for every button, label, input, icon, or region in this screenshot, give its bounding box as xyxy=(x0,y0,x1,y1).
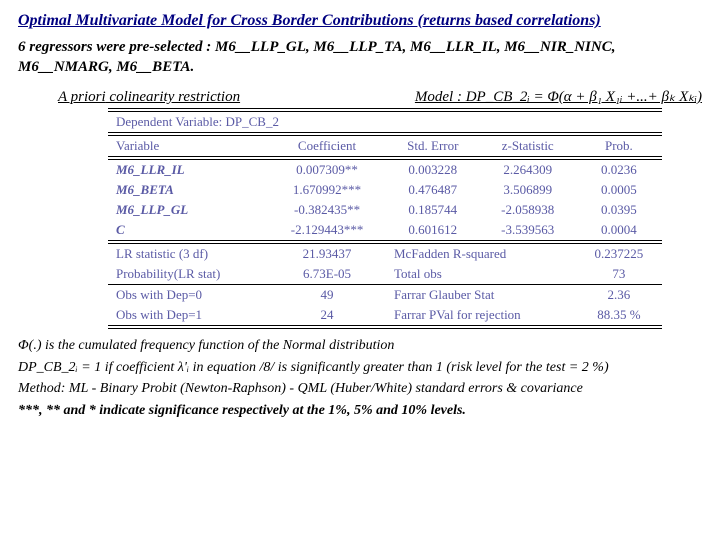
table-row: M6_BETA 1.670992*** 0.476487 3.506899 0.… xyxy=(108,180,662,200)
table-row: C -2.129443*** 0.601612 -3.539563 0.0004 xyxy=(108,220,662,241)
apriori-underlined: A priori colinearity restriction xyxy=(58,89,240,105)
dependent-variable: Dependent Variable: DP_CB_2 xyxy=(108,112,662,133)
subheader-row: A priori colinearity restriction Model :… xyxy=(18,87,702,106)
regression-table-wrap: Dependent Variable: DP_CB_2 Variable Coe… xyxy=(18,108,702,329)
stat-row: Obs with Dep=124 Farrar PVal for rejecti… xyxy=(108,305,662,326)
table-header: Variable Coefficient Std. Error z-Statis… xyxy=(108,136,662,157)
regression-table: Dependent Variable: DP_CB_2 Variable Coe… xyxy=(108,108,662,329)
regressors-line: 6 regressors were pre-selected : M6__LLP… xyxy=(18,38,702,77)
note-method: Method: ML - Binary Probit (Newton-Raphs… xyxy=(18,380,702,398)
slide-title: Optimal Multivariate Model for Cross Bor… xyxy=(18,12,702,30)
footnotes: Φ(.) is the cumulated frequency function… xyxy=(18,337,702,419)
note-significance: ***, ** and * indicate significance resp… xyxy=(18,402,702,420)
stat-row: Probability(LR stat)6.73E-05 Total obs73 xyxy=(108,264,662,285)
apriori-label: A priori colinearity restriction xyxy=(18,89,240,106)
stat-row: LR statistic (3 df)21.93437 McFadden R-s… xyxy=(108,244,662,265)
table-row: M6_LLP_GL -0.382435** 0.185744 -2.058938… xyxy=(108,200,662,220)
table-row: M6_LLR_IL 0.007309** 0.003228 2.264309 0… xyxy=(108,160,662,181)
model-equation: Model : DP_CB_2ᵢ = Φ(α + β₁ X₁ᵢ +...+ βₖ… xyxy=(415,87,702,106)
note-dp: DP_CB_2ᵢ = 1 if coefficient λ'ᵢ in equat… xyxy=(18,359,702,377)
stat-row: Obs with Dep=049 Farrar Glauber Stat2.36 xyxy=(108,285,662,305)
note-phi: Φ(.) is the cumulated frequency function… xyxy=(18,337,702,355)
